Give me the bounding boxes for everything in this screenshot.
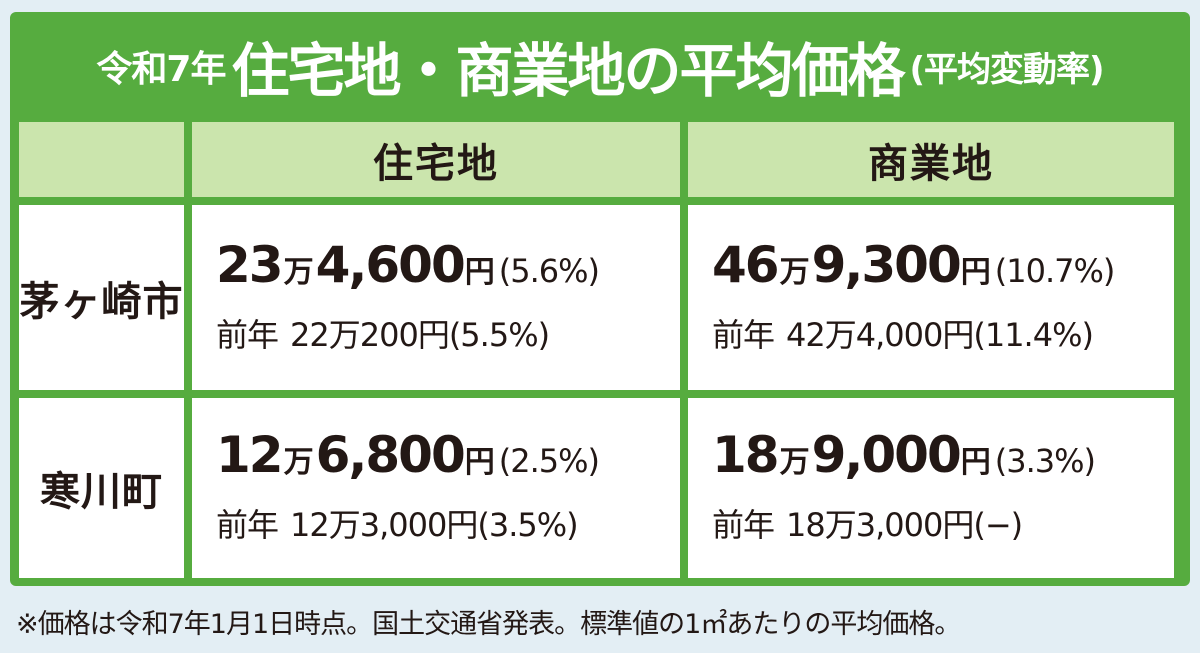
row-city-samukawa: 寒川町 [19, 398, 184, 578]
previous-year-value: 22万200円(5.5%) [290, 315, 550, 354]
price-big-man: 46 [712, 235, 780, 294]
price-big-man: 18 [712, 426, 780, 484]
current-price: 23 万 4,600 円 (5.6%) [216, 240, 680, 290]
price-change-rate: (3.3%) [994, 442, 1096, 480]
previous-year-label: 前年 [712, 506, 775, 544]
price-man-unit: 万 [283, 445, 314, 480]
title-main: 住宅地・商業地の平均価格 [231, 37, 905, 105]
previous-year: 前年 42万4,000円(11.4%) [712, 310, 1174, 356]
price-big-rest: 6,800 [315, 426, 466, 484]
previous-year: 前年 22万200円(5.5%) [216, 310, 680, 356]
page-title: 令和7年 住宅地・商業地の平均価格 (平均変動率) [10, 12, 1190, 120]
previous-year-value: 12万3,000円(3.5%) [290, 506, 579, 544]
previous-year: 前年 12万3,000円(3.5%) [216, 500, 680, 546]
price-man-unit: 万 [779, 445, 810, 480]
price-big-rest: 9,000 [811, 426, 962, 484]
current-price: 12 万 6,800 円 (2.5%) [216, 430, 680, 480]
previous-year-label: 前年 [216, 315, 279, 354]
previous-year-label: 前年 [216, 506, 279, 544]
row-city-chigasaki: 茅ヶ崎市 [19, 205, 184, 390]
cell-samukawa-commercial: 18 万 9,000 円 (3.3%) 前年 18万3,000円(−) [688, 398, 1174, 578]
current-price: 46 万 9,300 円 (10.7%) [712, 240, 1174, 290]
previous-year-value: 42万4,000円(11.4%) [786, 315, 1094, 354]
cell-chigasaki-residential: 23 万 4,600 円 (5.6%) 前年 22万200円(5.5%) [192, 205, 680, 390]
title-suffix: (平均変動率) [909, 49, 1105, 90]
header-residential: 住宅地 [192, 122, 680, 197]
price-change-rate: (10.7%) [994, 251, 1116, 290]
price-big-man: 12 [216, 426, 284, 484]
price-yen-unit: 円 [960, 254, 991, 290]
price-big-rest: 9,300 [811, 235, 962, 294]
price-yen-unit: 円 [464, 445, 495, 480]
previous-year-label: 前年 [712, 315, 775, 354]
price-man-unit: 万 [283, 254, 314, 290]
cell-chigasaki-commercial: 46 万 9,300 円 (10.7%) 前年 42万4,000円(11.4%) [688, 205, 1174, 390]
price-big-man: 23 [216, 235, 284, 294]
header-commercial: 商業地 [688, 122, 1174, 197]
price-man-unit: 万 [779, 254, 810, 290]
price-table: 住宅地 商業地 茅ヶ崎市 23 万 4,600 円 (5.6%) 前年 22万20… [19, 122, 1182, 578]
price-big-rest: 4,600 [315, 235, 466, 294]
price-yen-unit: 円 [464, 254, 495, 290]
header-corner [19, 122, 184, 197]
price-change-rate: (5.6%) [498, 251, 600, 290]
previous-year-value: 18万3,000円(−) [786, 506, 1023, 544]
title-prefix: 令和7年 [96, 49, 226, 90]
cell-samukawa-residential: 12 万 6,800 円 (2.5%) 前年 12万3,000円(3.5%) [192, 398, 680, 578]
price-change-rate: (2.5%) [498, 442, 600, 480]
previous-year: 前年 18万3,000円(−) [712, 500, 1174, 546]
footnote: ※価格は令和7年1月1日時点。国土交通省発表。標準値の1㎡あたりの平均価格。 [16, 608, 961, 640]
current-price: 18 万 9,000 円 (3.3%) [712, 430, 1174, 480]
price-yen-unit: 円 [960, 445, 991, 480]
